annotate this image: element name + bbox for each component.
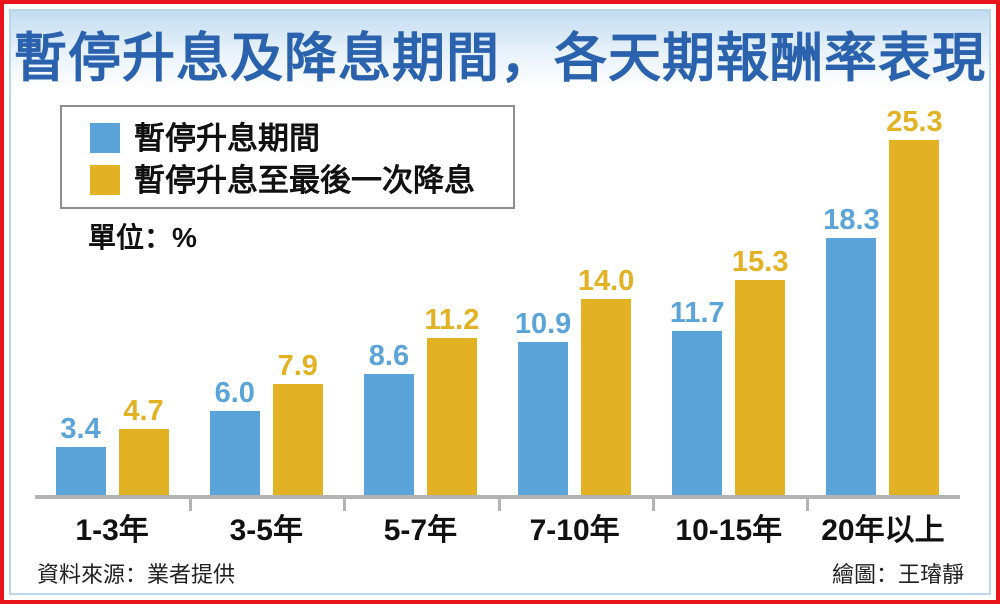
bar-value-label: 11.7 [669, 297, 725, 329]
bar-series1-5-7年: 8.6 [363, 342, 414, 495]
category-label-3-5年: 3-5年 [229, 514, 303, 547]
axis-tick [498, 495, 501, 511]
bar-series1-1-3年: 3.4 [55, 415, 106, 495]
bar-value-label: 8.6 [368, 340, 410, 372]
legend-swatch-blue [90, 123, 120, 153]
category-label-5-7年: 5-7年 [383, 514, 458, 547]
category-label-10-15年: 10-15年 [675, 514, 783, 547]
category-label-20年以上: 20年以上 [821, 514, 945, 547]
bar-value-label: 10.9 [514, 308, 572, 340]
bar-series2-3-5年: 7.9 [272, 352, 323, 495]
category-row: 1-3年 3-5年 5-7年 7-10年 10-15年 20年以上 [35, 505, 960, 549]
legend-label: 暫停升息至最後一次降息 [134, 162, 475, 198]
bar-group-5-7年: 8.6 11.2 [343, 140, 497, 495]
axis-tick [343, 495, 346, 511]
bar-series2-7-10年: 14.0 [578, 267, 634, 495]
bar-value-label: 18.3 [823, 204, 880, 236]
bar-series1-7-10年: 10.9 [515, 310, 571, 495]
legend-box: 暫停升息期間 暫停升息至最後一次降息 [60, 105, 515, 209]
axis-tick [806, 495, 809, 511]
footer-source: 資料來源：業者提供 [37, 562, 236, 587]
legend-item-pause-to-last-cut: 暫停升息至最後一次降息 [90, 159, 513, 201]
bar-value-label: 4.7 [123, 395, 164, 427]
bar-value-label: 6.0 [214, 377, 255, 409]
bar-group-20年以上: 18.3 25.3 [806, 108, 960, 495]
legend-swatch-yellow [90, 165, 120, 195]
axis-tick [652, 495, 655, 511]
bar-value-label: 3.4 [60, 413, 101, 445]
category-label-7-10年: 7-10年 [529, 514, 620, 547]
footer-credit: 繪圖：王璿靜 [831, 562, 964, 587]
x-axis-line [35, 495, 960, 499]
bar-series1-20年以上: 18.3 [823, 206, 880, 495]
bar-value-label: 7.9 [277, 350, 318, 382]
bar-value-label: 25.3 [886, 106, 943, 138]
bar-value-label: 11.2 [424, 304, 480, 336]
page-title: 暫停升息及降息期間，各天期報酬率表現 [14, 29, 986, 88]
bar-group-10-15年: 11.7 15.3 [652, 140, 806, 495]
bar-series1-3-5年: 6.0 [209, 379, 260, 495]
legend-item-pause-period: 暫停升息期間 [90, 117, 513, 159]
bars-row: 3.4 4.7 6.0 7.9 8.6 11.2 10.9 14.0 11.7 15.3 18.3 2… [35, 108, 960, 495]
bar-series2-1-3年: 4.7 [118, 397, 169, 495]
legend-label: 暫停升息期間 [134, 120, 320, 156]
bar-group-7-10年: 10.9 14.0 [498, 140, 652, 495]
bar-series2-5-7年: 11.2 [425, 306, 479, 495]
title-bar: 暫停升息及降息期間，各天期報酬率表現 [11, 11, 989, 97]
bar-series1-10-15年: 11.7 [670, 299, 725, 495]
bar-group-3-5年: 6.0 7.9 [189, 140, 343, 495]
bar-group-1-3年: 3.4 4.7 [35, 140, 189, 495]
unit-label: 單位：% [88, 222, 197, 253]
bar-series2-20年以上: 25.3 [886, 108, 943, 495]
axis-tick [189, 495, 192, 511]
bar-value-label: 14.0 [577, 265, 635, 297]
category-label-1-3年: 1-3年 [75, 514, 149, 547]
bar-series2-10-15年: 15.3 [732, 248, 788, 495]
bar-value-label: 15.3 [732, 246, 789, 278]
